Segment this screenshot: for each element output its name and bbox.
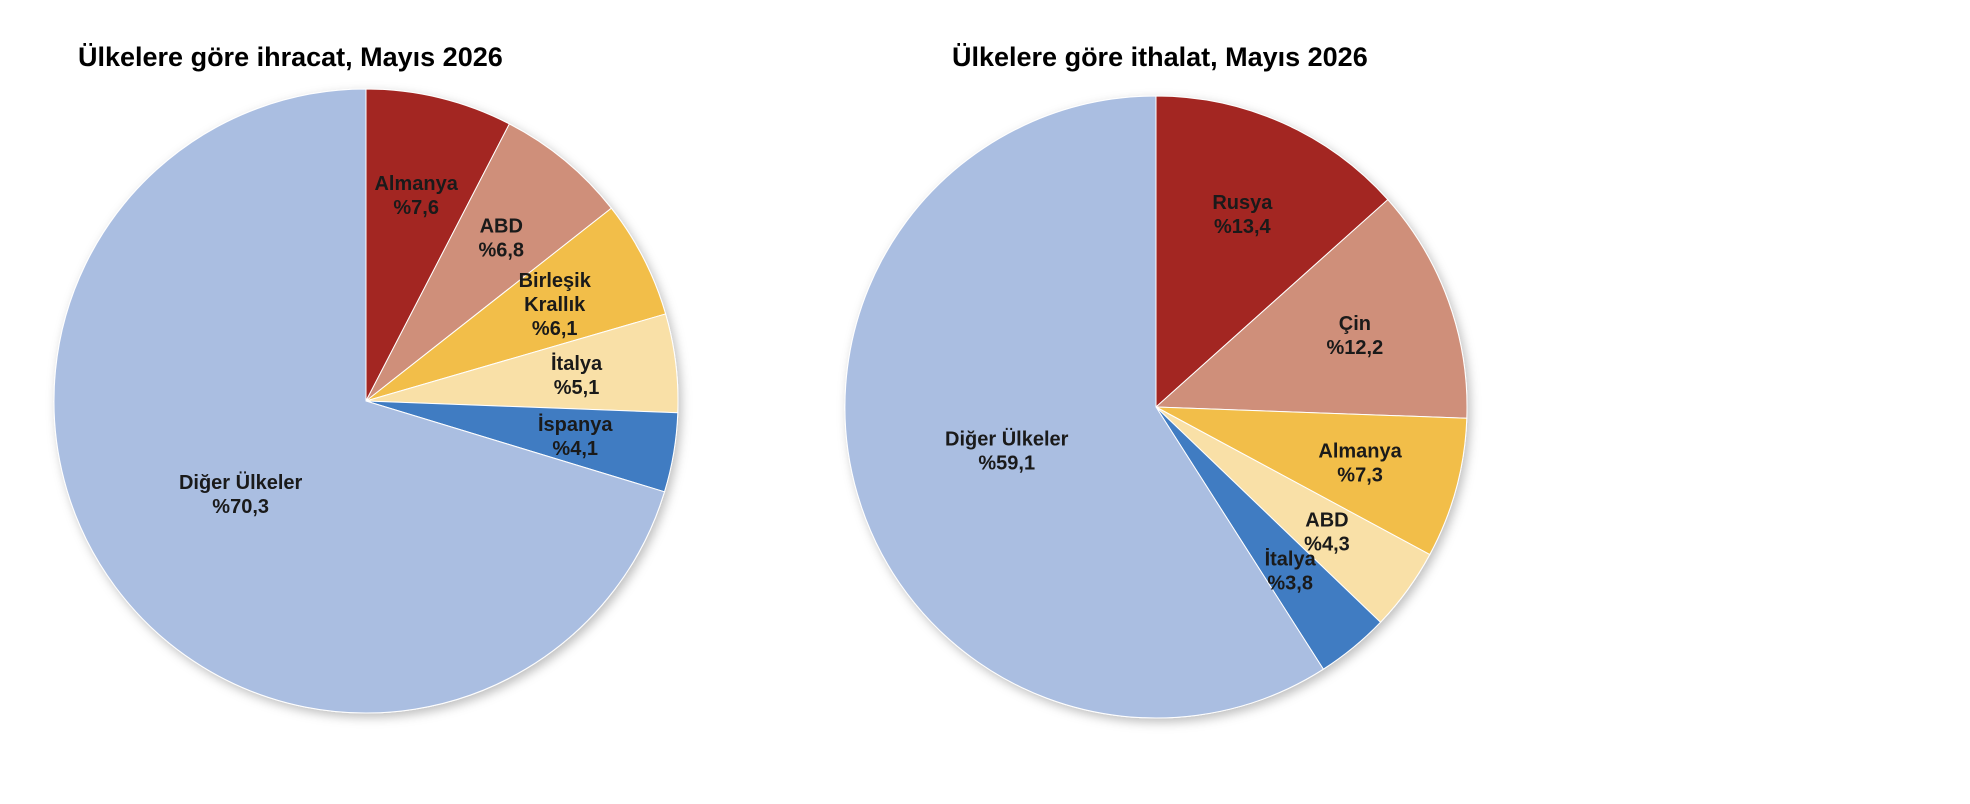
exports-pie-chart: Ülkelere göre ihracat, Mayıs 2026 Almany…	[0, 0, 880, 804]
imports-slice-diger-ulkeler	[844, 95, 1325, 719]
imports-label-diger-ulkeler: Diğer Ülkeler %59,1	[945, 428, 1069, 475]
imports-slice-almanya	[1155, 406, 1468, 556]
exports-label-birlesik-krallik: Birleşik Krallık %6,1	[519, 270, 592, 340]
exports-label-diger-ulkeler: Diğer Ülkeler %70,3	[179, 471, 303, 518]
imports-slice-rusya	[1155, 95, 1389, 409]
exports-pie: Almanya %7,6 ABD %6,8 Birleşik Krallık %6,1 İta…	[53, 88, 679, 714]
exports-label-ispanya: İspanya %4,1	[538, 413, 613, 460]
imports-label-cin: Çin %12,2	[1327, 313, 1384, 359]
imports-slice-cin	[1154, 198, 1468, 419]
exports-label-almanya: Almanya %7,6	[374, 173, 458, 219]
imports-chart-title: Ülkelere göre ithalat, Mayıs 2026	[952, 42, 1368, 72]
imports-pie-chart: Ülkelere göre ithalat, Mayıs 2026 Rusya%…	[844, 0, 1970, 804]
imports-label-italya: İtalya %3,8	[1265, 547, 1317, 594]
imports-label-almanya: Almanya %7,3	[1318, 440, 1402, 486]
imports-label-abd: ABD %4,3	[1304, 509, 1350, 555]
exports-chart-title: Ülkelere göre ihracat, Mayıs 2026	[78, 42, 503, 72]
imports-slices	[844, 95, 1468, 719]
exports-label-italya: İtalya %5,1	[551, 352, 603, 399]
exports-slice-abd	[365, 123, 613, 402]
imports-label-rusya: Rusya %13,4	[1212, 192, 1273, 238]
exports-slice-almanya	[365, 88, 511, 402]
imports-pie: Rusya %13,4 Çin %12,2 Almanya %7,3 ABD %4,3İtal…	[844, 95, 1468, 719]
exports-slice-diger-ulkeler	[53, 88, 666, 714]
exports-slice-birlesik-krallik	[365, 207, 667, 402]
exports-label-abd: ABD %6,8	[478, 216, 524, 262]
exports-slices	[53, 88, 679, 714]
